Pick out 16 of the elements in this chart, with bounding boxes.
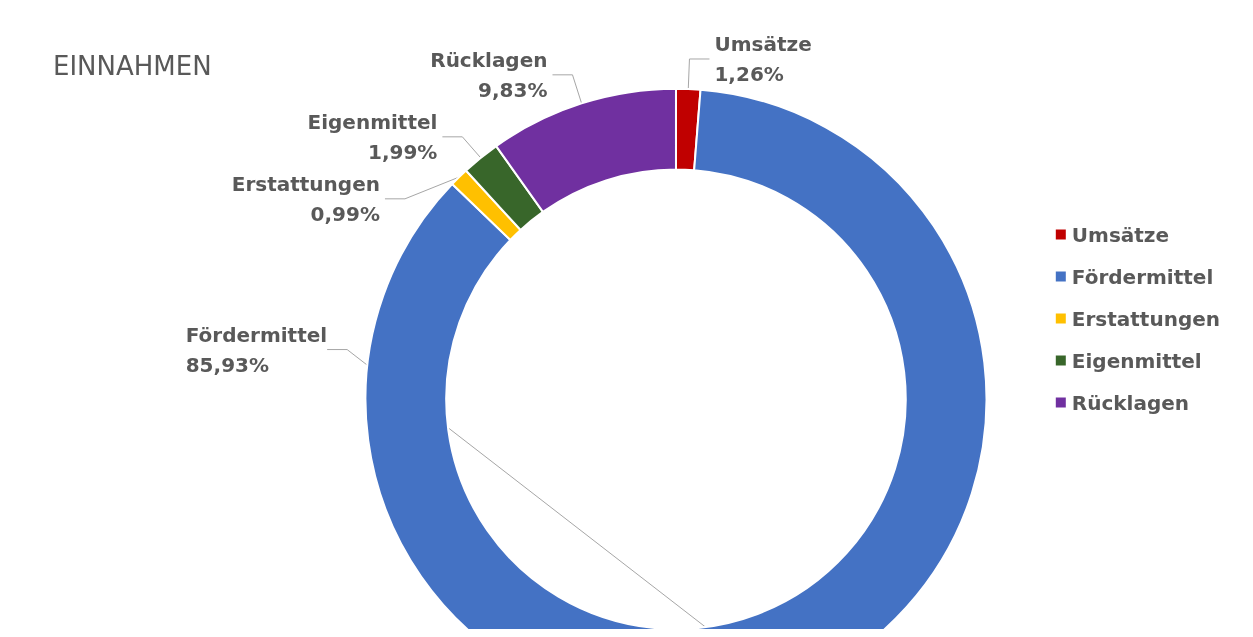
data-label: 0,99% bbox=[310, 201, 380, 226]
legend-label: Erstattungen bbox=[1071, 306, 1220, 331]
legend-label: Fördermittel bbox=[1071, 264, 1214, 289]
legend-label: Umsätze bbox=[1071, 222, 1170, 247]
slice-label: Umsätze bbox=[714, 32, 812, 56]
slice-label: Eigenmittel bbox=[307, 109, 438, 134]
legend-label: Eigenmittel bbox=[1071, 348, 1202, 373]
slice-label: Rücklagen bbox=[430, 47, 548, 72]
data-label: 1,99% bbox=[367, 139, 438, 164]
data-label: 9,83% bbox=[478, 77, 548, 102]
legend-label: Rücklagen bbox=[1071, 390, 1190, 415]
text: EINNAHMEN bbox=[53, 51, 212, 81]
data-label: 85,93% bbox=[185, 352, 270, 377]
data-label: 1,26% bbox=[714, 62, 784, 86]
slice-label: Fördermittel bbox=[185, 322, 328, 347]
slice-label: Erstattungen bbox=[231, 171, 380, 196]
